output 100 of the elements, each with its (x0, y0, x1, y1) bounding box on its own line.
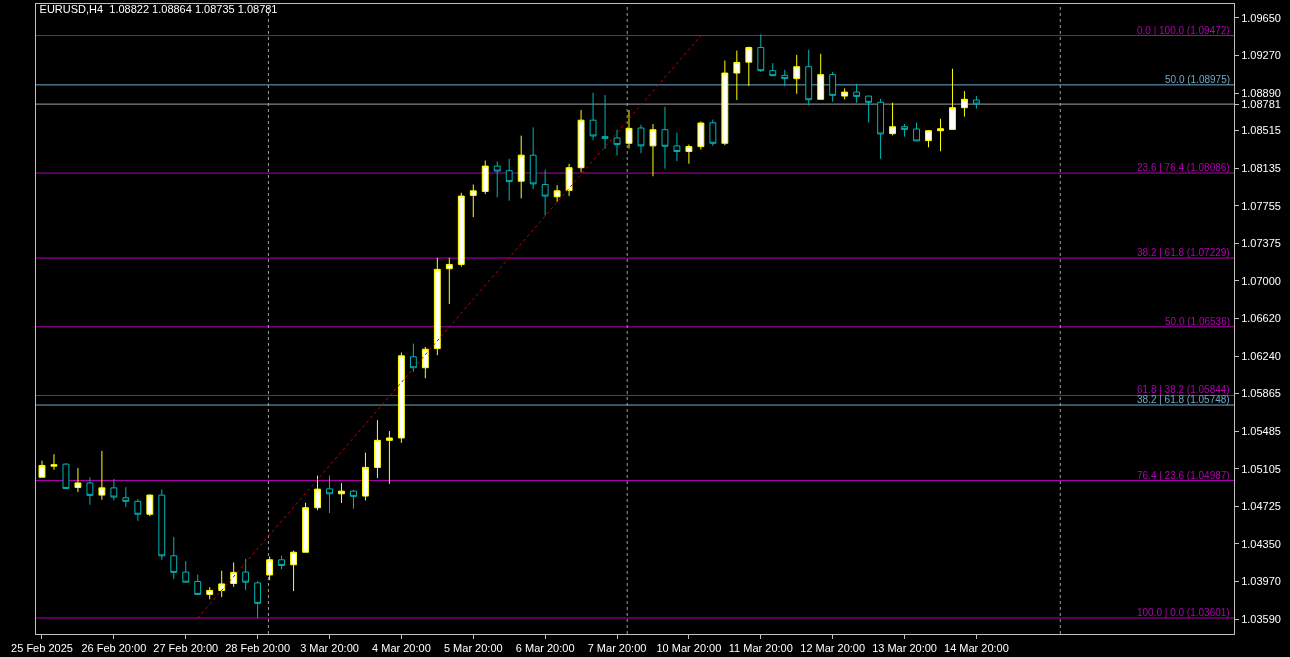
candlestick (529, 126, 537, 190)
candlestick (62, 462, 70, 490)
candlestick (230, 561, 238, 588)
candlestick (541, 169, 549, 217)
y-tick-label: 1.04725 (1241, 500, 1281, 513)
ref-line-label: 50.0 (1.08975) (1165, 74, 1231, 85)
candlestick (98, 450, 106, 501)
candlestick (433, 257, 441, 356)
x-tick-label: 26 Feb 20:00 (81, 642, 147, 655)
candlestick (493, 160, 501, 198)
candlestick (901, 123, 908, 138)
y-tick-label: 1.07000 (1241, 274, 1281, 287)
candlestick (409, 343, 417, 373)
candlestick (937, 118, 944, 152)
x-tick-label: 5 Mar 20:00 (443, 642, 503, 655)
candlestick (745, 46, 753, 87)
candlestick (793, 54, 801, 95)
x-tick-label: 25 Feb 2025 (11, 642, 73, 655)
candlestick (74, 467, 82, 493)
y-tick-label: 1.06240 (1241, 350, 1281, 363)
ref-line-label: 100.0 | 0.0 (1.03601) (1137, 607, 1230, 618)
candlestick (397, 352, 405, 444)
y-tick-label: 1.08890 (1241, 87, 1281, 100)
x-tick-label: 13 Mar 20:00 (872, 642, 937, 655)
y-tick-label: 1.07755 (1241, 199, 1281, 212)
y-tick-label: 1.04350 (1241, 537, 1281, 550)
candlestick (961, 90, 968, 118)
candlestick (481, 159, 489, 195)
candlestick (445, 257, 453, 305)
candlestick (278, 555, 286, 570)
candlestick (661, 106, 669, 170)
candlestick (182, 560, 190, 583)
candlestick (385, 430, 393, 485)
candlestick (362, 452, 369, 501)
x-tick-label: 14 Mar 20:00 (944, 642, 1009, 655)
candlestick (733, 50, 741, 101)
candlestick (350, 489, 357, 510)
y-tick-label: 1.06620 (1241, 312, 1281, 325)
y-tick-label: 1.08135 (1241, 162, 1281, 175)
candlestick (781, 69, 789, 87)
ref-line-label: 61.8 | 38.2 (1.05844) (1137, 384, 1230, 395)
candlestick (841, 87, 849, 100)
x-tick-label: 4 Mar 20:00 (372, 642, 431, 655)
x-tick-label: 10 Mar 20:00 (656, 642, 722, 655)
y-tick-label: 1.09270 (1241, 49, 1281, 62)
candlestick (721, 59, 729, 146)
candlestick (457, 192, 465, 268)
candlestick (925, 129, 932, 148)
candlestick (326, 475, 333, 514)
x-tick-label: 6 Mar 20:00 (515, 642, 575, 655)
x-tick-label: 12 Mar 20:00 (800, 642, 866, 655)
candlestick (314, 475, 321, 511)
chart-title: EURUSD,H4 1.08822 1.08864 1.08735 1.08781 (39, 2, 278, 15)
y-tick-label: 1.03970 (1241, 575, 1281, 588)
candlestick (134, 498, 142, 522)
candlestick (613, 129, 621, 156)
candlestick (38, 460, 46, 478)
candlestick (673, 132, 681, 162)
candlestick (625, 109, 633, 150)
candlestick (158, 488, 166, 561)
y-tick-label: 1.08781 (1241, 97, 1281, 110)
candlestick (697, 120, 705, 151)
candlestick (373, 419, 381, 479)
candlestick (913, 122, 920, 142)
candlestick (553, 184, 561, 203)
candlestick (170, 536, 178, 580)
y-tick-label: 1.03590 (1241, 612, 1281, 625)
candlestick (86, 476, 94, 506)
x-tick-label: 28 Feb 20:00 (225, 642, 291, 655)
candlestick (769, 62, 777, 77)
x-tick-label: 3 Mar 20:00 (300, 642, 359, 655)
candlestick (577, 109, 585, 173)
candlestick (949, 68, 956, 131)
candlestick (242, 558, 250, 591)
candlestick (637, 124, 645, 154)
candlestick (709, 119, 717, 147)
candlestick (290, 550, 298, 592)
candlestick (50, 453, 58, 471)
x-tick-label: 11 Mar 20:00 (728, 642, 793, 655)
candlestick (829, 71, 837, 103)
candlestick (122, 486, 130, 508)
candlestick (110, 478, 118, 501)
candlestick (517, 135, 525, 199)
x-tick-label: 7 Mar 20:00 (587, 642, 647, 655)
candlestick (194, 574, 202, 595)
candlestick (505, 158, 513, 202)
ref-line-label: 50.0 (1.06536) (1165, 316, 1231, 327)
candlestick (889, 102, 897, 136)
candlestick (469, 183, 477, 218)
y-tick-label: 1.05865 (1241, 387, 1281, 400)
candlestick (302, 502, 309, 553)
candlestick (218, 570, 226, 598)
candlestick (146, 493, 154, 517)
candlestick (338, 482, 345, 504)
y-tick-label: 1.05105 (1241, 462, 1281, 475)
candlestick (685, 144, 693, 165)
y-tick-label: 1.05485 (1241, 424, 1281, 437)
candlestick (601, 94, 609, 150)
candlestick (254, 580, 262, 619)
candlestick (817, 53, 825, 100)
